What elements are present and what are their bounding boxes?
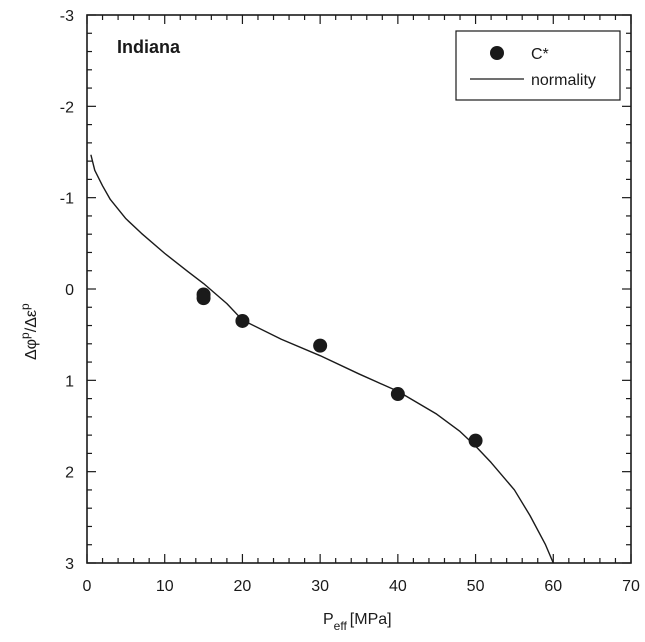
data-point-c-star: [390, 387, 405, 402]
x-tick-label: 40: [389, 578, 407, 595]
legend-marker-c-star: [490, 46, 504, 60]
x-tick-label: 10: [156, 578, 174, 595]
x-tick-label: 50: [467, 578, 485, 595]
y-tick-label: -3: [60, 8, 74, 25]
x-tick-label: 20: [234, 578, 252, 595]
x-axis-label-unit: [MPa]: [350, 611, 392, 628]
y-tick-label: 2: [65, 465, 74, 482]
y-tick-label: 0: [65, 282, 74, 299]
chart-title: Indiana: [117, 37, 181, 57]
y-tick-label: 3: [65, 556, 74, 573]
series-layer: [90, 154, 554, 564]
y-axis-label-sup-1: p: [18, 332, 32, 339]
x-tick-label: 0: [83, 578, 92, 595]
data-point-c-star: [468, 433, 483, 448]
y-axis-label-delta-eps: /Δε: [23, 310, 40, 332]
normality-curve: [90, 154, 554, 564]
y-tick-label: -2: [60, 99, 74, 116]
y-tick-label: -1: [60, 191, 74, 208]
plot-frame: [86, 14, 632, 564]
x-axis-label: Peff [MPa]: [323, 611, 392, 633]
x-tick-labels: 0 10 20 30 40 50 60 70: [83, 578, 640, 595]
x-axis-label-subscript: eff: [334, 619, 348, 633]
data-point-c-star: [313, 338, 328, 353]
y-axis-label: Δφp/Δεp: [18, 303, 40, 360]
x-tick-label: 60: [544, 578, 562, 595]
legend-label-c-star: C*: [531, 46, 549, 63]
legend: C* normality: [455, 30, 621, 101]
y-axis-label-delta-phi: Δφ: [23, 339, 40, 360]
data-point-c-star: [196, 291, 211, 306]
y-tick-label: 1: [65, 373, 74, 390]
x-tick-label: 70: [622, 578, 640, 595]
data-point-c-star: [235, 313, 250, 328]
legend-box: [455, 30, 621, 101]
legend-label-normality: normality: [531, 72, 596, 89]
y-tick-labels: -3 -2 -1 0 1 2 3: [60, 8, 74, 573]
x-tick-label: 30: [311, 578, 329, 595]
x-axis-label-main: P: [323, 611, 334, 628]
y-axis-label-sup-2: p: [18, 303, 32, 310]
